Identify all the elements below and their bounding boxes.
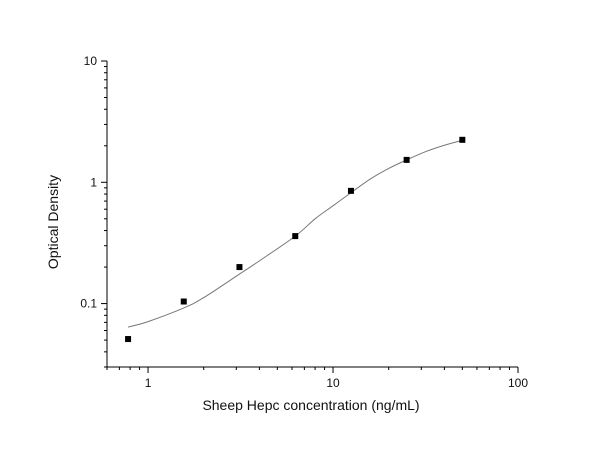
y-tick-label: 1: [90, 175, 97, 189]
data-point: [292, 233, 299, 240]
x-tick-label: 100: [508, 376, 528, 390]
data-point: [403, 156, 410, 163]
axes: [101, 60, 519, 373]
data-point: [459, 136, 466, 143]
fit-curve-layer: [127, 139, 463, 328]
data-points-layer: [125, 136, 466, 343]
data-point: [180, 298, 187, 305]
x-tick-label: 10: [326, 376, 340, 390]
x-axis-label: Sheep Hepc concentration (ng/mL): [202, 397, 419, 413]
x-tick-label: 1: [145, 376, 152, 390]
y-axis-label: Optical Density: [45, 175, 61, 269]
fit-curve: [127, 139, 463, 328]
data-point: [347, 187, 354, 194]
y-tick-label: 0.1: [80, 297, 97, 311]
data-point: [125, 336, 132, 343]
y-tick-label: 10: [84, 54, 98, 68]
data-point: [236, 264, 243, 271]
tick-labels-layer: 1 10 100 0.1 1 10: [80, 54, 528, 390]
